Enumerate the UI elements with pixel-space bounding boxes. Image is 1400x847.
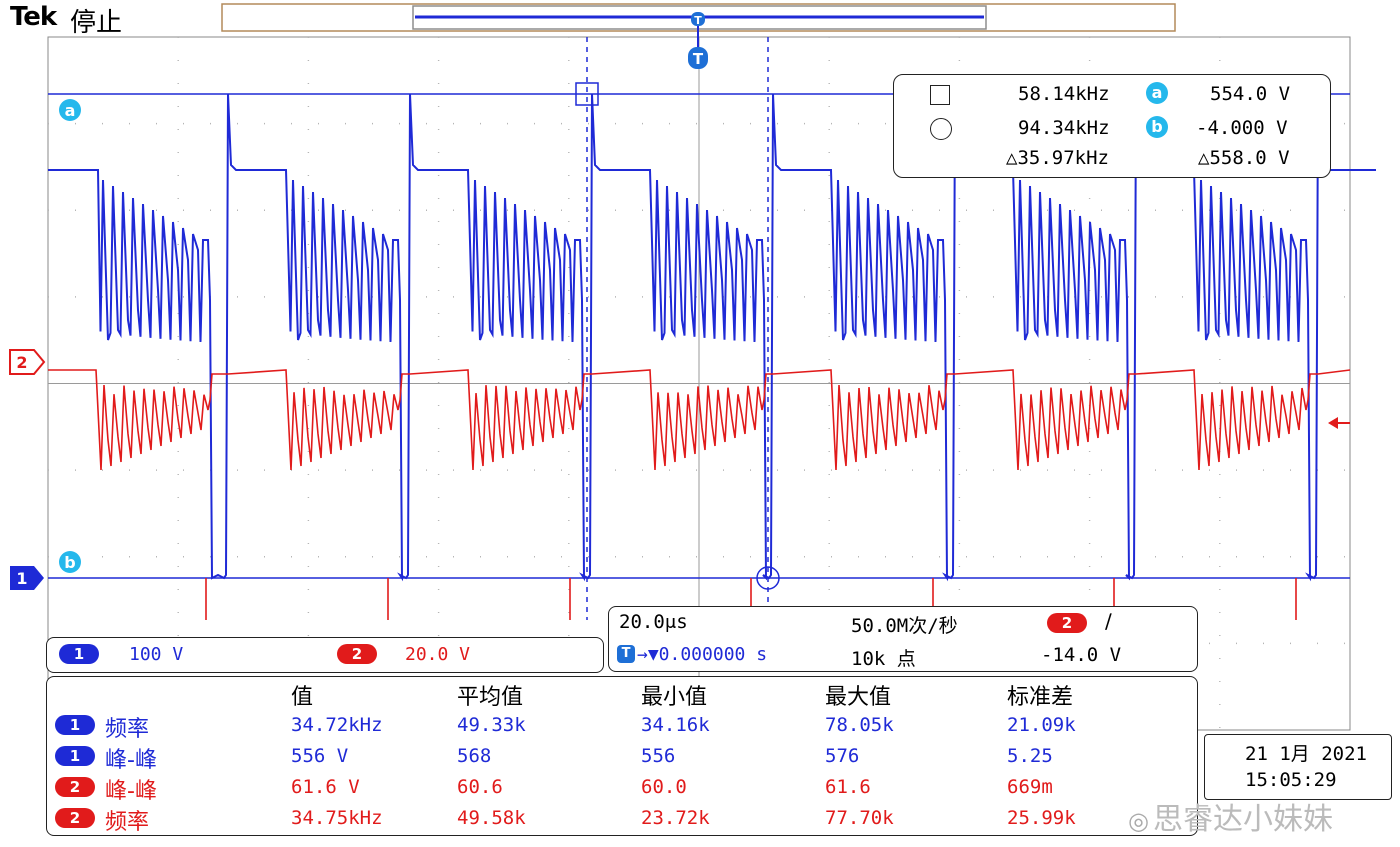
meas-channel-badge: 2 bbox=[55, 808, 95, 828]
meas-channel-badge: 1 bbox=[55, 746, 95, 766]
meas-col-header: 平均值 bbox=[457, 685, 524, 710]
meas-col-header: 值 bbox=[291, 685, 314, 710]
meas-col-header: 标准差 bbox=[1007, 685, 1074, 710]
cursor1-value: 554.0 V bbox=[1210, 83, 1291, 105]
trigger-position-marker[interactable]: T bbox=[688, 47, 708, 69]
meas-name: 频率 bbox=[105, 810, 150, 835]
ch1-waveform bbox=[48, 93, 1376, 582]
ref-b-marker: b bbox=[59, 551, 81, 573]
trigger-overview-marker: T bbox=[691, 12, 705, 27]
svg-text:2: 2 bbox=[16, 353, 27, 372]
timebase[interactable]: 20.0μs bbox=[619, 611, 688, 633]
measurements-panel: 值 平均值 最小值 最大值 标准差 1 频率 34.72kHz 49.33k 34.16k 78.… bbox=[46, 676, 1198, 836]
ch2-badge[interactable]: 2 bbox=[337, 644, 377, 664]
svg-text:1: 1 bbox=[16, 569, 27, 588]
cursor-delta-value: △558.0 V bbox=[1198, 147, 1290, 169]
time: 15:05:29 bbox=[1245, 769, 1337, 791]
ch1-scale: 100 V bbox=[129, 644, 184, 665]
meas-value: 78.05k bbox=[825, 714, 894, 736]
meas-value: 568 bbox=[457, 745, 492, 767]
ch1-ground-marker[interactable]: 1 bbox=[10, 566, 44, 590]
acquisition-panel: 20.0μs 50.0M次/秒 2 ∕ T →▼0.000000 s 10k 点… bbox=[608, 606, 1198, 672]
meas-name: 峰-峰 bbox=[105, 779, 157, 804]
svg-text:T: T bbox=[693, 50, 704, 68]
cursor2-freq: 94.34kHz bbox=[1018, 117, 1110, 139]
meas-col-header: 最小值 bbox=[641, 685, 708, 710]
meas-value: 34.75kHz bbox=[291, 807, 383, 829]
meas-value: 669m bbox=[1007, 776, 1053, 798]
square-cursor-icon bbox=[930, 84, 950, 105]
ch1-badge[interactable]: 1 bbox=[59, 644, 99, 664]
meas-value: 60.6 bbox=[457, 776, 503, 798]
trigger-position[interactable]: →▼0.000000 s bbox=[637, 644, 768, 665]
meas-value: 49.33k bbox=[457, 714, 526, 736]
meas-value: 49.58k bbox=[457, 807, 526, 829]
meas-value: 77.70k bbox=[825, 807, 894, 829]
meas-value: 556 V bbox=[291, 745, 349, 767]
sample-rate: 50.0M次/秒 bbox=[851, 615, 958, 637]
brand-logo: Tek bbox=[10, 2, 57, 32]
meas-channel-badge: 2 bbox=[55, 777, 95, 797]
svg-text:T: T bbox=[694, 14, 702, 27]
weibo-icon: ◎ bbox=[1128, 807, 1149, 835]
trigger-level[interactable]: -14.0 V bbox=[1041, 644, 1122, 666]
meas-value: 556 bbox=[641, 745, 676, 767]
meas-value: 5.25 bbox=[1007, 745, 1053, 767]
meas-value: 34.16k bbox=[641, 714, 710, 736]
trigger-t-icon: T bbox=[617, 645, 635, 663]
meas-channel-badge: 1 bbox=[55, 715, 95, 735]
record-length: 10k 点 bbox=[851, 648, 916, 670]
trigger-level-arrow[interactable] bbox=[1328, 417, 1350, 429]
meas-value: 61.6 bbox=[825, 776, 871, 798]
ch2-waveform bbox=[48, 369, 1351, 471]
cursor-square-marker bbox=[575, 82, 599, 106]
cursor1-freq: 58.14kHz bbox=[1018, 83, 1110, 105]
watermark: ◎ 思睿达小妹妹 bbox=[1128, 802, 1333, 837]
trigger-source-badge[interactable]: 2 bbox=[1047, 613, 1087, 633]
ref-a-marker: a bbox=[59, 99, 81, 121]
svg-text:b: b bbox=[64, 553, 75, 572]
meas-value: 34.72kHz bbox=[291, 714, 383, 736]
ch2-scale: 20.0 V bbox=[405, 644, 471, 665]
svg-text:a: a bbox=[65, 101, 76, 120]
cursor-readout-panel: 58.14kHz a 554.0 V 94.34kHz b -4.000 V △… bbox=[893, 74, 1331, 178]
cursor-b-badge: b bbox=[1146, 116, 1168, 138]
ch2-ground-marker[interactable]: 2 bbox=[9, 349, 46, 375]
datetime-panel: 21 1月 2021 15:05:29 bbox=[1204, 734, 1392, 800]
meas-col-header: 最大值 bbox=[825, 685, 892, 710]
meas-value: 60.0 bbox=[641, 776, 687, 798]
meas-value: 21.09k bbox=[1007, 714, 1076, 736]
cursor-circle-marker bbox=[756, 566, 780, 590]
acquisition-status: 停止 bbox=[70, 8, 123, 38]
meas-value: 61.6 V bbox=[291, 776, 360, 798]
meas-value: 23.72k bbox=[641, 807, 710, 829]
trigger-slope-icon: ∕ bbox=[1105, 609, 1112, 633]
cursor-a-badge: a bbox=[1146, 82, 1168, 104]
meas-name: 频率 bbox=[105, 717, 150, 742]
cursor2-value: -4.000 V bbox=[1196, 117, 1288, 139]
channel-scale-panel: 1 100 V 2 20.0 V bbox=[46, 637, 604, 673]
cursor-delta-freq: △35.97kHz bbox=[1006, 147, 1109, 169]
meas-value: 25.99k bbox=[1007, 807, 1076, 829]
meas-value: 576 bbox=[825, 745, 860, 767]
circle-cursor-icon bbox=[930, 117, 952, 140]
date: 21 1月 2021 bbox=[1245, 743, 1367, 765]
meas-name: 峰-峰 bbox=[105, 748, 157, 773]
